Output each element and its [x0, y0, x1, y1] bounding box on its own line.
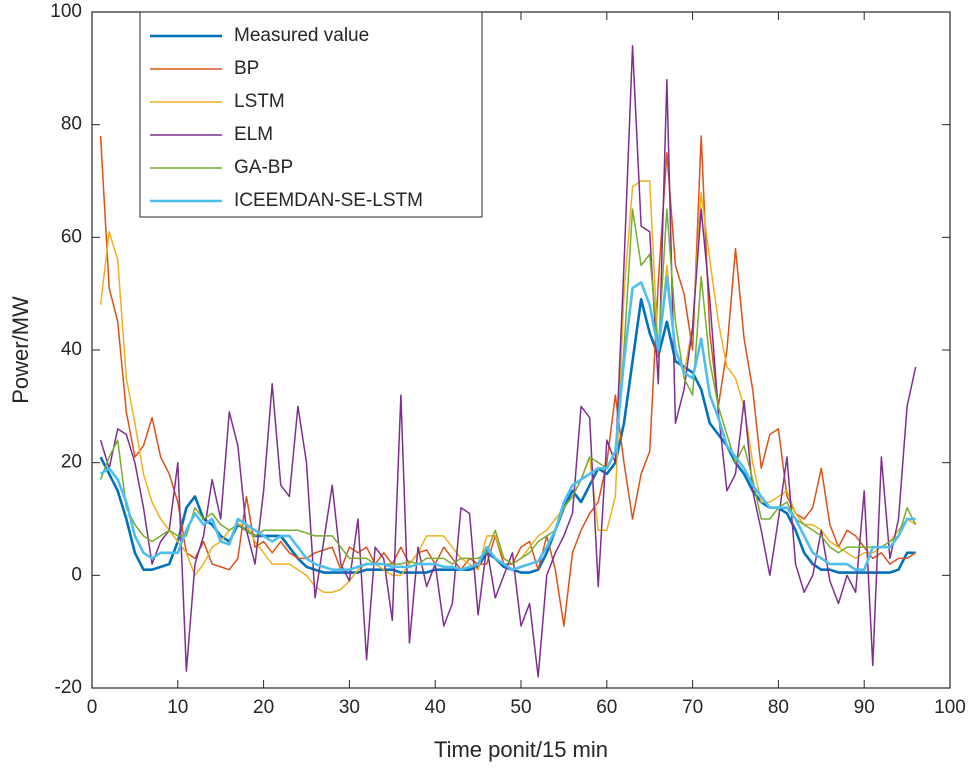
legend-label: BP [234, 58, 259, 79]
y-tick-label: 100 [50, 1, 82, 22]
y-tick-label: 0 [71, 564, 82, 585]
y-tick-label: 80 [61, 114, 82, 135]
x-tick-label: 100 [934, 697, 966, 718]
legend-label: LSTM [234, 91, 285, 112]
legend-label: ELM [234, 124, 273, 145]
x-tick-label: 70 [682, 697, 703, 718]
x-tick-label: 20 [253, 697, 274, 718]
y-axis-title: Power/MW [8, 296, 33, 404]
x-tick-label: 40 [425, 697, 446, 718]
x-axis-title: Time ponit/15 min [434, 737, 608, 762]
legend-label: GA-BP [234, 157, 293, 178]
y-tick-label: -20 [55, 677, 82, 698]
legend-label: ICEEMDAN-SE-LSTM [234, 190, 423, 211]
y-tick-label: 60 [61, 226, 82, 247]
x-tick-label: 50 [510, 697, 531, 718]
x-tick-label: 60 [596, 697, 617, 718]
x-tick-label: 10 [167, 697, 188, 718]
legend-label: Measured value [234, 25, 369, 46]
x-tick-label: 80 [768, 697, 789, 718]
plot-frame [91, 11, 951, 689]
series-line [99, 275, 916, 572]
x-tick-label: 30 [339, 697, 360, 718]
x-tick-label: 0 [87, 697, 98, 718]
y-tick-label: 20 [61, 452, 82, 473]
y-tick-label: 40 [61, 339, 82, 360]
x-tick-label: 90 [854, 697, 875, 718]
legend-box [139, 11, 483, 218]
